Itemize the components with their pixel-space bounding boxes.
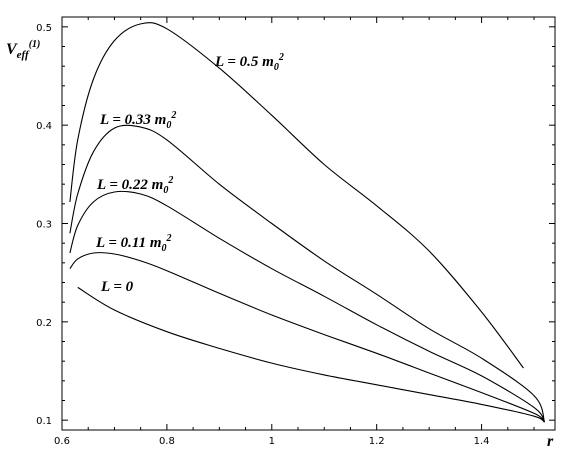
y-axis-label-main: V: [6, 41, 18, 58]
x-tick-label: 0.6: [54, 436, 70, 447]
y-tick-label: 0.4: [36, 121, 52, 132]
curves: [69, 22, 546, 423]
series-label-0: L = 0.5 m02: [214, 52, 284, 73]
series-label-2: L = 0.22 m02: [96, 175, 173, 196]
x-tick-label: 1: [269, 436, 275, 447]
y-axis-label: Veff(1): [6, 39, 40, 61]
series-line-1: [69, 124, 546, 423]
y-axis-label-sub: eff: [17, 49, 30, 61]
series-line-3: [69, 252, 545, 423]
series-label-3: L = 0.11 m02: [95, 233, 172, 254]
x-tick-label: 1.2: [369, 436, 385, 447]
series-label-4: L = 0: [100, 279, 134, 295]
y-tick-label: 0.5: [36, 23, 52, 34]
series-labels: L = 0.5 m02 L = 0.33 m02 L = 0.22 m02 L = 0…: [95, 52, 284, 295]
series-line-0: [69, 22, 524, 369]
series-label-1: L = 0.33 m02: [99, 110, 176, 131]
y-tick-label: 0.2: [36, 318, 52, 329]
y-axis-label-sup: (1): [29, 39, 41, 50]
series-line-4: [77, 286, 545, 423]
y-tick-label: 0.3: [36, 220, 52, 231]
x-tick-label: 1.4: [474, 436, 490, 447]
x-axis-label: r: [547, 433, 554, 450]
y-tick-label: 0.1: [36, 416, 52, 427]
series-line-2: [69, 190, 545, 423]
plot-frame: [61, 16, 556, 431]
ticks: [61, 17, 555, 430]
x-tick-label: 0.8: [159, 436, 175, 447]
tick-labels: 0.6 0.8 1 1.2 1.4 0.1 0.2 0.3 0.4 0.5: [36, 23, 489, 447]
